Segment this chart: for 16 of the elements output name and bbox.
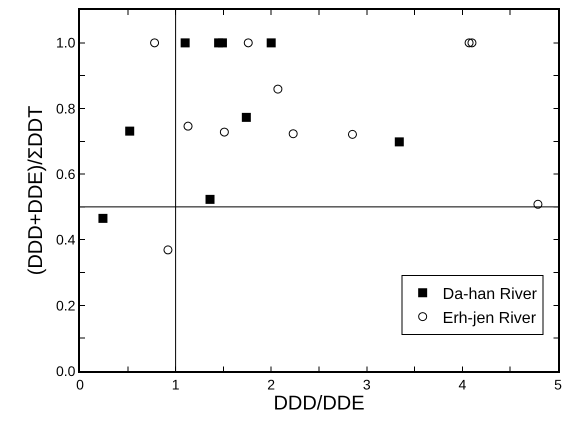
x-tick-label: 1: [172, 376, 180, 393]
y-tick-label: 1.0: [56, 34, 76, 51]
y-axis-title: (DDD+DDE)/ΣDDT: [24, 106, 47, 276]
y-tick-label: 0.6: [56, 166, 76, 182]
y-tick-label: 0.4: [56, 232, 76, 248]
x-tick-label: 4: [458, 376, 466, 393]
x-axis-title: DDD/DDE: [273, 392, 365, 415]
x-tick-label: 3: [362, 376, 371, 393]
text: 0.0: [56, 362, 76, 379]
x-tick-label: 2: [267, 376, 276, 393]
x-tick-label: 0: [76, 376, 84, 393]
y-tick-label: 0.2: [56, 297, 76, 314]
legend-label: Da-han River: [442, 286, 538, 304]
legend-label: Erh-jen River: [442, 310, 537, 327]
x-tick-label: 5: [554, 376, 562, 393]
y-tick-label: 0.8: [56, 100, 76, 116]
